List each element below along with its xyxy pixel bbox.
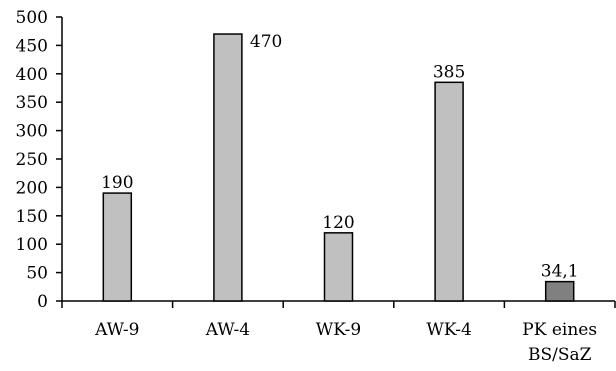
bar xyxy=(434,81,464,302)
y-tick-label: 450 xyxy=(16,36,48,56)
bar xyxy=(544,280,575,302)
y-tick-label: 0 xyxy=(37,292,48,312)
bar-value-label: 120 xyxy=(322,213,354,233)
bar xyxy=(323,232,354,302)
bar xyxy=(213,33,243,302)
bar-value-label: 470 xyxy=(250,32,282,52)
category-label: WK-4 xyxy=(426,320,472,340)
y-tick-label: 150 xyxy=(16,207,48,227)
bar-value-label: 190 xyxy=(101,173,133,193)
y-tick-label: 500 xyxy=(16,8,48,28)
category-label: AW-9 xyxy=(94,320,139,340)
x-axis: AW-9 AW-4 WK-9 WK-4 PK eines BS/SaZ xyxy=(61,300,616,365)
y-tick-label: 300 xyxy=(16,122,48,142)
category-label: PK eines xyxy=(522,320,597,340)
bars: 190 470 120 385 34,1 xyxy=(101,32,579,302)
bar-value-label: 385 xyxy=(433,62,465,82)
y-tick-label: 250 xyxy=(16,150,48,170)
bar-value-label: 34,1 xyxy=(541,262,579,282)
y-tick-label: 50 xyxy=(26,264,48,284)
y-tick-label: 350 xyxy=(16,93,48,113)
bar xyxy=(102,192,133,302)
y-tick-label: 200 xyxy=(16,178,48,198)
y-tick-label: 100 xyxy=(16,235,48,255)
category-label: WK-9 xyxy=(316,320,362,340)
category-label: BS/SaZ xyxy=(528,345,592,365)
y-axis: 0 50 100 150 200 250 300 350 400 450 500 xyxy=(16,8,63,312)
category-label: AW-4 xyxy=(205,320,250,340)
y-tick-label: 400 xyxy=(16,65,48,85)
